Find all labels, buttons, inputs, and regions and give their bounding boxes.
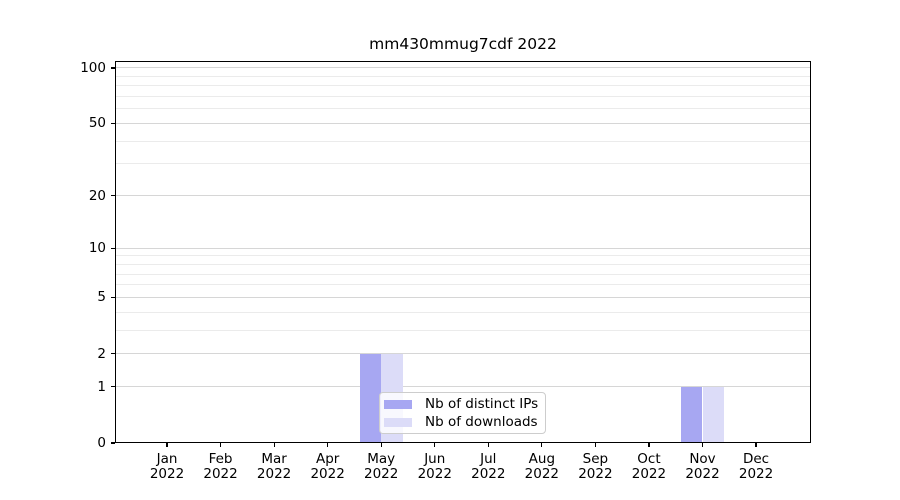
x-tick xyxy=(755,443,757,447)
x-tick-year: 2022 xyxy=(256,466,292,482)
x-tick-year: 2022 xyxy=(524,466,560,482)
gridline-minor xyxy=(115,263,811,265)
x-tick-month: Aug xyxy=(528,451,556,467)
gridline-major xyxy=(115,353,811,355)
gridline-minor xyxy=(115,108,811,110)
gridline-minor xyxy=(115,140,811,142)
x-tick-year: 2022 xyxy=(203,466,238,482)
gridline-major xyxy=(115,67,811,69)
x-tick-label: Jul 2022 xyxy=(448,452,528,482)
y-tick-label: 2 xyxy=(97,345,106,362)
y-tick-label: 50 xyxy=(88,115,106,132)
y-tick xyxy=(111,247,115,249)
gridline-major xyxy=(115,296,811,298)
x-tick-year: 2022 xyxy=(417,466,452,482)
gridline-minor xyxy=(115,284,811,286)
x-tick xyxy=(594,443,596,447)
x-tick-label: Mar 2022 xyxy=(234,452,314,482)
gridline-minor xyxy=(115,163,811,165)
legend: Nb of distinct IPs Nb of downloads xyxy=(379,392,546,434)
x-tick xyxy=(273,443,275,447)
x-tick-year: 2022 xyxy=(310,466,345,482)
gridline-minor xyxy=(115,96,811,98)
y-tick xyxy=(111,195,115,197)
x-tick xyxy=(327,443,329,447)
x-tick-label: May 2022 xyxy=(341,452,421,482)
downloads-swatch-icon xyxy=(384,417,412,427)
y-tick xyxy=(111,353,115,355)
y-tick-label: 1 xyxy=(97,378,106,395)
x-tick-label: Jun 2022 xyxy=(395,452,475,482)
y-tick-label: 20 xyxy=(88,187,106,204)
bar-distinct-ips-nov xyxy=(681,386,703,443)
x-tick-month: Nov xyxy=(689,451,716,467)
distinct-ips-swatch-icon xyxy=(384,400,412,410)
gridline-minor xyxy=(115,273,811,275)
y-tick xyxy=(111,122,115,125)
gridline-minor xyxy=(115,311,811,313)
x-tick-month: Oct xyxy=(637,451,661,467)
x-tick-month: Jul xyxy=(480,451,497,467)
x-tick-label: Oct 2022 xyxy=(609,452,689,482)
x-tick xyxy=(434,443,436,447)
legend-label-distinct-ips: Nb of distinct IPs xyxy=(425,396,539,413)
x-tick xyxy=(219,443,222,447)
x-tick xyxy=(541,443,543,447)
y-tick xyxy=(111,296,115,298)
y-tick-label: 10 xyxy=(88,240,106,257)
x-tick-month: May xyxy=(367,451,396,467)
gridline-minor xyxy=(115,255,811,257)
gridline-major xyxy=(115,247,811,249)
x-tick-label: Nov 2022 xyxy=(663,452,743,482)
gridline-major xyxy=(115,386,811,388)
y-tick xyxy=(111,67,115,69)
x-tick-label: Jan 2022 xyxy=(127,452,207,482)
gridline-minor xyxy=(115,75,811,77)
gridline-major xyxy=(115,195,811,197)
x-tick-label: Apr 2022 xyxy=(288,452,368,482)
x-tick-year: 2022 xyxy=(738,466,774,482)
x-tick xyxy=(701,443,704,447)
legend-label-downloads: Nb of downloads xyxy=(425,413,538,430)
x-tick-label: Aug 2022 xyxy=(502,452,582,482)
x-tick-year: 2022 xyxy=(471,466,506,482)
x-tick-year: 2022 xyxy=(578,466,613,482)
legend-item-distinct-ips: Nb of distinct IPs xyxy=(384,396,539,414)
x-tick-month: Jun xyxy=(424,451,446,467)
legend-item-downloads: Nb of downloads xyxy=(384,414,539,432)
x-tick-year: 2022 xyxy=(364,466,399,482)
y-tick-label: 100 xyxy=(80,59,106,76)
gridline-minor xyxy=(115,85,811,87)
x-tick-month: Jan xyxy=(156,451,178,467)
x-tick-month: Mar xyxy=(261,451,287,467)
plot-border xyxy=(115,61,811,443)
x-tick-month: Dec xyxy=(742,451,770,467)
bar-downloads-nov xyxy=(702,386,724,443)
chart-title: mm430mmug7cdf 2022 xyxy=(369,35,557,53)
x-tick-year: 2022 xyxy=(685,466,720,482)
x-tick xyxy=(487,443,489,447)
x-tick-label: Feb 2022 xyxy=(181,452,261,482)
x-tick xyxy=(648,443,650,447)
x-tick-year: 2022 xyxy=(631,466,667,482)
x-tick xyxy=(380,443,382,447)
x-tick-label: Dec 2022 xyxy=(716,452,796,482)
y-tick-label: 0 xyxy=(97,435,106,451)
x-tick-month: Sep xyxy=(582,451,609,467)
x-tick xyxy=(166,443,168,447)
gridline-minor xyxy=(115,329,811,331)
y-tick xyxy=(111,442,115,444)
y-tick xyxy=(111,386,115,388)
y-tick-label: 5 xyxy=(97,289,106,306)
bar-distinct-ips-may xyxy=(359,353,382,443)
x-tick-label: Sep 2022 xyxy=(555,452,635,482)
x-tick-month: Apr xyxy=(315,451,340,467)
gridline-major xyxy=(115,122,811,124)
x-tick-year: 2022 xyxy=(149,466,185,482)
x-tick-month: Feb xyxy=(208,451,233,467)
